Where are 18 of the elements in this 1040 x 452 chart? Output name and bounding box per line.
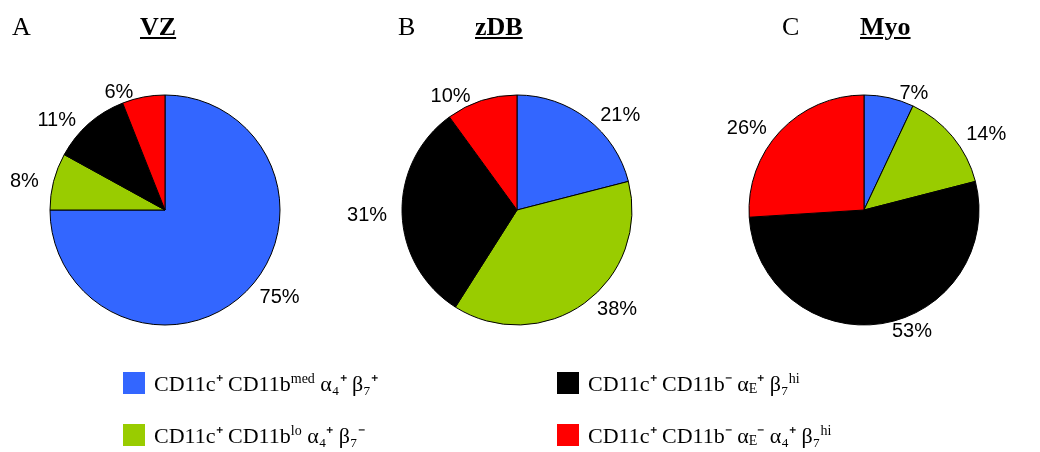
data-label: 31% bbox=[347, 202, 388, 225]
data-label: 7% bbox=[899, 80, 929, 103]
text: C bbox=[782, 12, 800, 42]
text: B bbox=[398, 12, 416, 42]
data-label: 75% bbox=[259, 284, 300, 307]
data-label: 6% bbox=[104, 80, 134, 103]
chart-title: VZ bbox=[140, 12, 177, 42]
chart-title: zDB bbox=[475, 12, 523, 42]
data-label: 53% bbox=[891, 318, 933, 341]
data-label: 11% bbox=[37, 108, 77, 131]
chart-title: Myo bbox=[860, 12, 911, 42]
data-label: 21% bbox=[600, 103, 641, 126]
data-label: 26% bbox=[726, 116, 768, 139]
data-label: 38% bbox=[597, 296, 638, 319]
data-label: 14% bbox=[966, 121, 1007, 144]
data-label: 10% bbox=[430, 83, 471, 106]
text: A bbox=[12, 12, 31, 42]
data-label: 8% bbox=[9, 168, 40, 191]
